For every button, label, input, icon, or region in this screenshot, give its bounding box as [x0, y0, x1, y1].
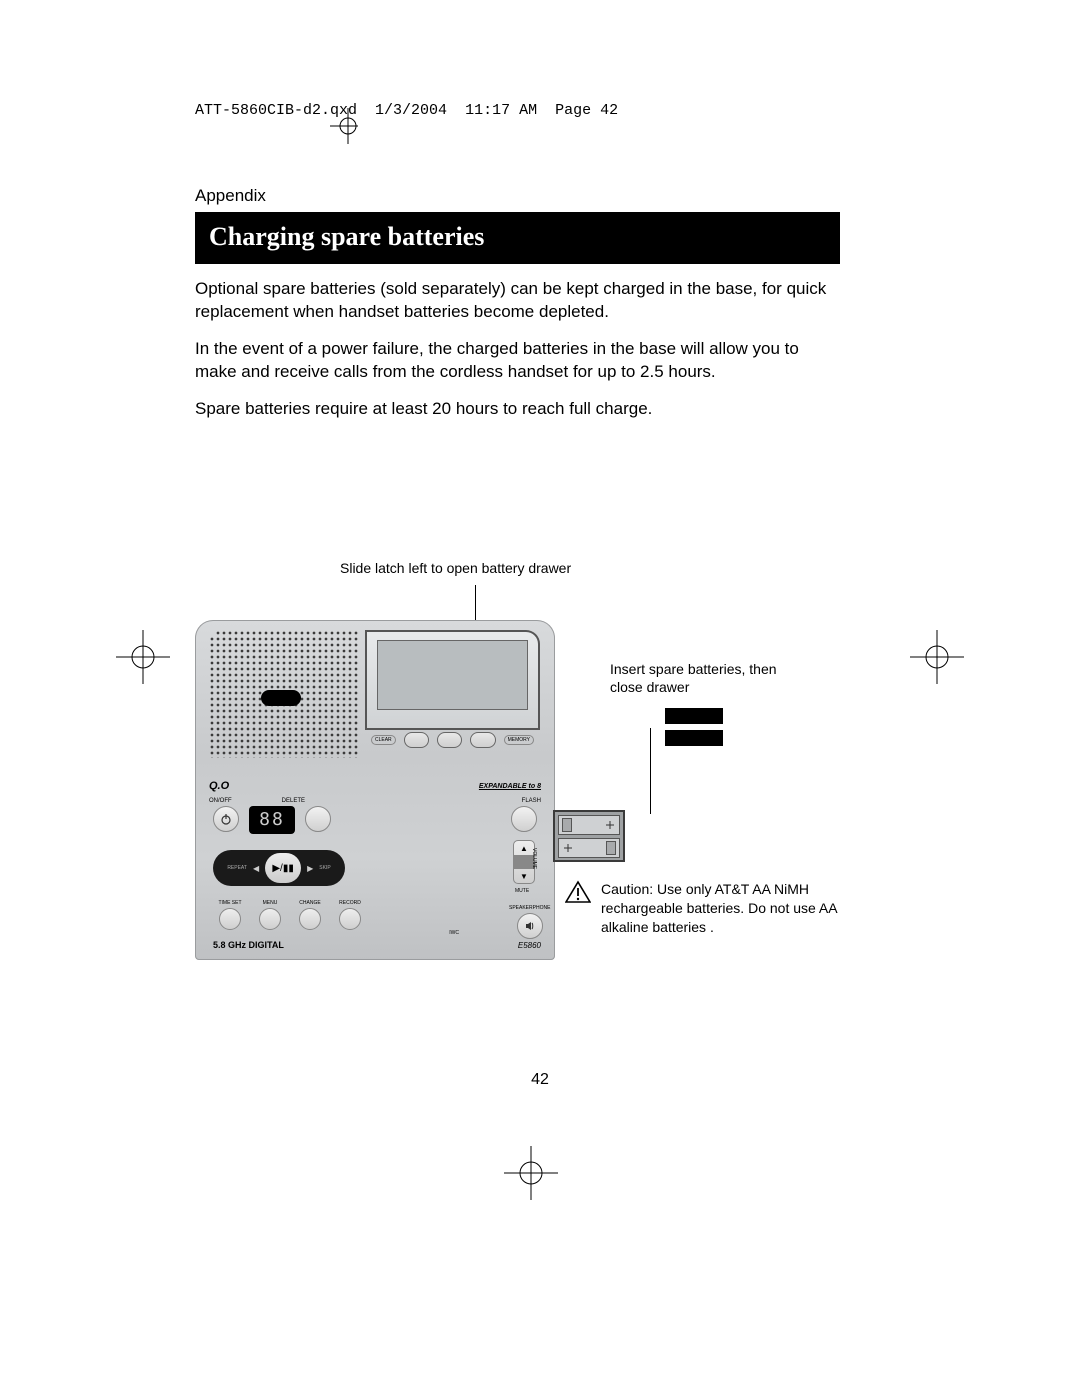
caution-text: Caution: Use only AT&T AA NiMH rechargea… [601, 880, 885, 937]
speakerphone-col: SPEAKERPHONE [509, 905, 550, 939]
prev-icon: ◀ [253, 864, 259, 873]
manual-page: ATT-5860CIB-d2.qxd 1/3/2004 11:17 AM Pag… [0, 0, 1080, 1397]
battery-slot-1 [558, 815, 620, 835]
softkey-2 [437, 732, 462, 748]
battery-icons [665, 708, 723, 752]
flash-button [511, 806, 537, 832]
device-diagram: Slide latch left to open battery drawer … [195, 560, 895, 990]
flash-label: FLASH [522, 798, 541, 804]
model-label: E5860 [518, 941, 541, 950]
record-label: RECORD [339, 900, 361, 906]
speakerphone-button [517, 913, 543, 939]
preflight-header: ATT-5860CIB-d2.qxd 1/3/2004 11:17 AM Pag… [195, 102, 618, 119]
timeset-label: TIME SET [218, 900, 241, 906]
play-control: REPEAT ◀ ▶/▮▮ ▶ SKIP [213, 850, 345, 886]
paragraph-3: Spare batteries require at least 20 hour… [195, 398, 840, 421]
vol-down-icon: ▼ [514, 869, 534, 883]
record-col: RECORD [333, 900, 367, 930]
softkey-right-label: MEMORY [504, 735, 534, 745]
crop-mark-bottom [504, 1146, 558, 1200]
menu-button [259, 908, 281, 930]
content-column: Appendix Charging spare batteries Option… [195, 186, 840, 435]
section-label: Appendix [195, 186, 840, 206]
brand-right: EXPANDABLE to 8 [479, 783, 541, 790]
date: 1/3/2004 [375, 102, 447, 119]
button-labels-row1: ON/OFF DELETE FLASH [209, 798, 541, 804]
speaker-icon [524, 920, 536, 932]
brand-left: Q.O [209, 780, 229, 792]
polarity-pos-icon [604, 819, 616, 831]
crop-mark-right [910, 630, 964, 684]
small-button-row: TIME SET MENU CHANGE RECORD [213, 900, 367, 930]
battery-bar-1 [665, 708, 723, 724]
change-button [299, 908, 321, 930]
body-text: Optional spare batteries (sold separatel… [195, 278, 840, 421]
onoff-button [213, 806, 239, 832]
softkey-1 [404, 732, 429, 748]
softkey-3 [470, 732, 495, 748]
delete-button [305, 806, 331, 832]
battery-bar-2 [665, 730, 723, 746]
menu-label: MENU [263, 900, 278, 906]
volume-label: VOLUME [531, 848, 537, 869]
change-label: CHANGE [299, 900, 320, 906]
iwc-label: IWC [449, 930, 459, 936]
polarity-neg [562, 818, 572, 832]
phone-base-illustration: CLEAR MEMORY Q.O EXPANDABLE to 8 ON/OFF … [195, 620, 555, 960]
repeat-label: REPEAT [227, 865, 247, 871]
filename: ATT-5860CIB-d2.qxd [195, 102, 357, 119]
slide-latch-label: Slide latch left to open battery drawer [340, 560, 571, 576]
next-icon: ▶ [307, 864, 313, 873]
mute-label: MUTE [515, 888, 529, 894]
drawer-leader [650, 728, 651, 814]
slide-latch-leader [475, 585, 476, 620]
lcd-screen: CLEAR MEMORY [365, 630, 540, 730]
battery-slot-2 [558, 838, 620, 858]
power-icon [220, 813, 232, 825]
softkey-row: CLEAR MEMORY [371, 720, 534, 760]
page-number: 42 [0, 1071, 1080, 1089]
insert-batteries-label: Insert spare batteries, then close drawe… [610, 660, 810, 696]
softkey-left-label: CLEAR [371, 735, 396, 745]
speakerphone-label: SPEAKERPHONE [509, 905, 550, 911]
att-logo [261, 690, 301, 706]
paragraph-2: In the event of a power failure, the cha… [195, 338, 840, 384]
caution-row: Caution: Use only AT&T AA NiMH rechargea… [565, 880, 885, 937]
ghz-label: 5.8 GHz DIGITAL [213, 940, 284, 950]
change-col: CHANGE [293, 900, 327, 930]
brand-row: Q.O EXPANDABLE to 8 [209, 775, 541, 797]
page-title: Charging spare batteries [195, 212, 840, 264]
warning-icon [565, 880, 591, 904]
play-pause-button: ▶/▮▮ [265, 853, 301, 883]
page-label: Page 42 [555, 102, 618, 119]
polarity-neg-2 [606, 841, 616, 855]
battery-drawer [553, 810, 625, 862]
lcd-inner [377, 640, 528, 710]
crop-mark-left [116, 630, 170, 684]
paragraph-1: Optional spare batteries (sold separatel… [195, 278, 840, 324]
polarity-pos-icon-2 [562, 842, 574, 854]
timeset-button [219, 908, 241, 930]
timeset-col: TIME SET [213, 900, 247, 930]
skip-label: SKIP [319, 865, 330, 871]
message-counter: 88 [249, 806, 295, 834]
time: 11:17 AM [465, 102, 537, 119]
delete-label: DELETE [282, 798, 305, 804]
record-button [339, 908, 361, 930]
onoff-label: ON/OFF [209, 798, 232, 804]
menu-col: MENU [253, 900, 287, 930]
